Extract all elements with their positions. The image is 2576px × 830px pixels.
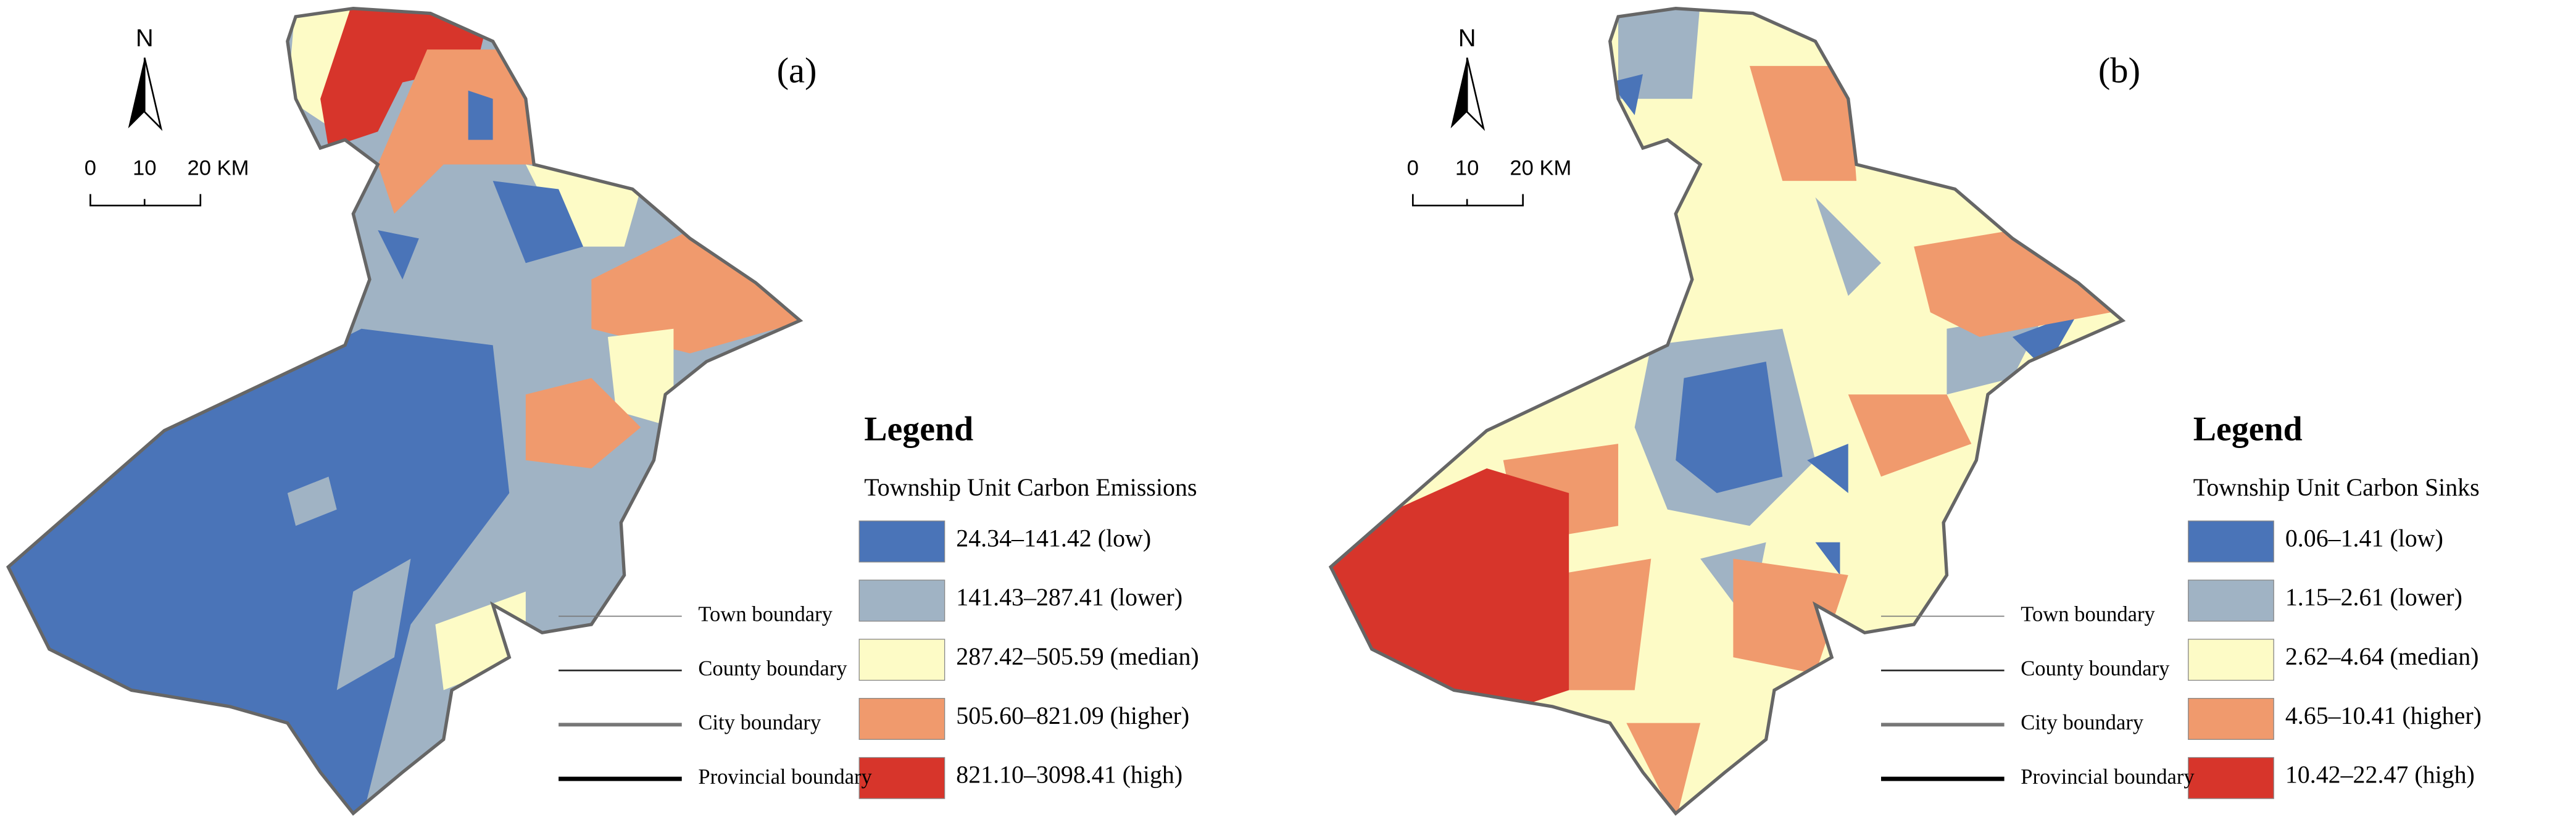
scale-label: 20 KM: [1510, 157, 1571, 180]
boundary-label: City boundary: [698, 711, 821, 734]
legend-swatch: [2188, 520, 2274, 563]
legend-label: 0.06–1.41 (low): [2285, 524, 2443, 552]
legend-swatch: [858, 698, 945, 740]
map-a: [8, 8, 800, 814]
scale-label: 20 KM: [187, 157, 249, 180]
scale-label: 10: [133, 157, 156, 180]
legend-subtitle: Township Unit Carbon Sinks: [2193, 473, 2480, 501]
boundary-label: Town boundary: [2021, 603, 2155, 626]
north-arrow: [128, 57, 145, 128]
legend-swatch: [2188, 639, 2274, 681]
legend-swatch: [2188, 757, 2274, 799]
panel-label: (a): [777, 51, 817, 91]
legend-title: Legend: [864, 410, 973, 448]
legend-swatch: [858, 639, 945, 681]
legend-label: 141.43–287.41 (lower): [956, 583, 1182, 611]
outline-b: [1328, 6, 2126, 816]
panel-label: (b): [2098, 51, 2140, 91]
scale-label: 10: [1455, 157, 1479, 180]
legend-label: 2.62–4.64 (median): [2285, 642, 2479, 670]
legend-swatch: [858, 757, 945, 799]
legend-label: 4.65–10.41 (higher): [2285, 702, 2482, 729]
scale-bar: [1411, 194, 1524, 207]
boundary-label: Provincial boundary: [2021, 765, 2195, 789]
north-arrow: [1450, 57, 1468, 128]
map-b: [1331, 8, 2123, 814]
north-label: N: [1458, 25, 1476, 52]
legend-swatch: [858, 579, 945, 622]
legend-label: 1.15–2.61 (lower): [2285, 583, 2462, 611]
north-arrow: [1466, 57, 1485, 131]
legend-label: 24.34–141.42 (low): [956, 524, 1151, 552]
north-arrow: [143, 57, 163, 131]
legend-label: 287.42–505.59 (median): [956, 642, 1199, 670]
scale-label: 0: [1407, 157, 1419, 180]
legend-label: 10.42–22.47 (high): [2285, 761, 2475, 789]
boundary-label: County boundary: [698, 657, 847, 680]
legend-swatch: [858, 520, 945, 563]
legend-swatch: [2188, 579, 2274, 622]
north-label: N: [136, 25, 154, 52]
boundary-label: Provincial boundary: [698, 765, 872, 789]
legend-subtitle: Township Unit Carbon Emissions: [864, 473, 1197, 501]
legend-swatch: [2188, 698, 2274, 740]
scale-label: 0: [85, 157, 96, 180]
outline-a: [6, 6, 804, 816]
legend-title: Legend: [2193, 410, 2303, 448]
legend-label: 505.60–821.09 (higher): [956, 702, 1189, 729]
boundary-label: City boundary: [2021, 711, 2144, 734]
scale-bar: [89, 194, 202, 207]
legend-label: 821.10–3098.41 (high): [956, 761, 1182, 789]
boundary-label: Town boundary: [698, 603, 833, 626]
boundary-label: County boundary: [2021, 657, 2170, 680]
